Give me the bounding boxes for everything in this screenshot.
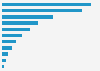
Bar [2, 3, 91, 6]
Bar [2, 40, 16, 43]
Bar [2, 34, 22, 37]
Bar [2, 15, 53, 19]
Bar [2, 9, 82, 12]
Bar [2, 21, 38, 25]
Bar [2, 65, 4, 68]
Bar [2, 28, 30, 31]
Bar [2, 59, 6, 62]
Bar [2, 46, 12, 50]
Bar [2, 52, 8, 56]
